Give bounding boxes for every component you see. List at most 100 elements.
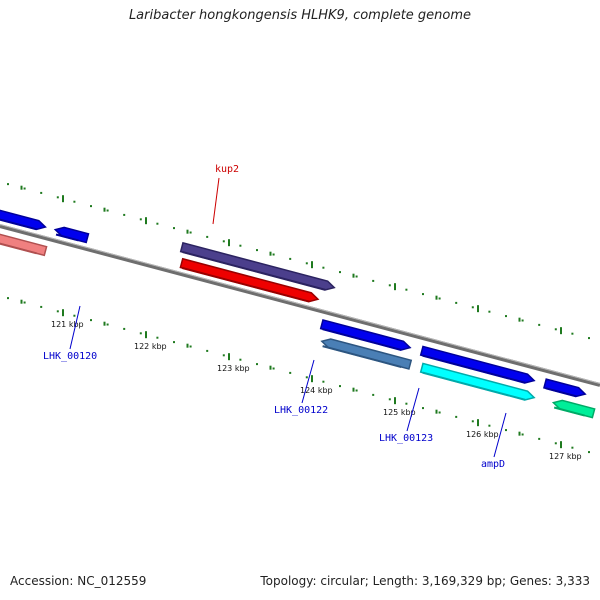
scale-dot [538, 323, 541, 326]
scale-dot [322, 266, 325, 269]
scale-dot [189, 345, 192, 348]
gene-callout-label: ampD [481, 459, 505, 470]
scale-dot [23, 187, 26, 190]
gene-arrow [320, 338, 413, 370]
scale-dot [471, 306, 474, 309]
gene-feature [551, 399, 596, 419]
scale-dot [554, 442, 557, 445]
scale-dot [521, 319, 524, 322]
gene-arrow [419, 362, 536, 401]
scale-dot [272, 367, 275, 370]
scale-dot [156, 336, 159, 339]
gene-arrow-shadow [422, 371, 526, 401]
scale-dot [355, 275, 358, 278]
gene-feature [179, 257, 320, 303]
scale-dot [505, 315, 507, 318]
gene-callout-label: LHK_00122 [274, 405, 328, 416]
scale-dot [139, 332, 142, 335]
scale-dot [438, 411, 441, 414]
gene-arrow [0, 206, 47, 231]
scale-dot [239, 358, 242, 361]
callout-leader-line [69, 305, 81, 350]
scale-dot [206, 349, 209, 352]
scale-dot [106, 209, 109, 212]
scale-dot [372, 279, 375, 282]
gene-arrow [551, 399, 596, 419]
gene-arrow-shadow [182, 251, 326, 291]
gene-arrow-shadow [322, 328, 402, 351]
topology-label: Topology: circular; Length: 3,169,329 bp… [260, 574, 590, 588]
scale-dot [488, 310, 491, 313]
gene-callout-label: LHK_00120 [43, 351, 97, 362]
gene-feature [419, 345, 536, 384]
scale-dot [505, 429, 507, 432]
scale-dot [488, 424, 491, 427]
gene-arrow-shadow [0, 240, 37, 255]
scale-dot [23, 301, 26, 304]
scale-dot [73, 314, 76, 317]
genome-backbone-highlight [0, 224, 600, 384]
gene-feature [320, 338, 413, 370]
callout-leader-line [301, 359, 315, 404]
genome-backbone [0, 224, 600, 387]
scale-dot [7, 297, 9, 300]
scale-dot [538, 437, 541, 440]
scale-dot [106, 323, 109, 326]
accession-label: Accession: NC_012559 [10, 574, 147, 588]
scale-dot [289, 257, 292, 260]
scale-dot [571, 446, 574, 449]
scale-tick-label: 124 kbp [300, 386, 333, 395]
scale-dot [156, 222, 159, 225]
scale-dot [388, 284, 391, 287]
scale-dot [405, 288, 408, 291]
scale-tick-label: 123 kbp [217, 364, 250, 373]
genome-title: Laribacter hongkongensis HLHK9, complete… [128, 8, 472, 23]
gene-arrow-shadow [0, 216, 37, 231]
scale-dot [455, 301, 458, 304]
gene-arrow [179, 241, 336, 291]
gene-arrow-shadow [545, 387, 577, 398]
scale-dot [305, 262, 308, 265]
scale-dot [372, 393, 375, 396]
scale-dot [339, 271, 341, 274]
gene-feature [0, 206, 47, 231]
scale-dot [56, 310, 59, 313]
callout-leader-line [212, 177, 220, 225]
gene-arrow [543, 378, 587, 398]
scale-dot [272, 253, 275, 256]
gene-feature [53, 226, 90, 244]
scale-dot [173, 227, 175, 230]
scale-dot [189, 231, 192, 234]
scale-dot [405, 402, 408, 405]
scale-dot [588, 337, 590, 340]
gene-arrow-shadow [553, 406, 585, 417]
gene-feature [543, 378, 587, 398]
scale-dot [239, 244, 242, 247]
scale-dot [422, 407, 424, 410]
scale-dot [40, 305, 43, 308]
scale-dot [355, 389, 358, 392]
gene-feature [419, 362, 536, 401]
gene-arrow [0, 233, 48, 257]
callout-leader-line [493, 412, 507, 458]
gene-arrow-shadow [55, 233, 79, 242]
scale-dot [422, 293, 424, 296]
gene-arrow-shadow [422, 354, 526, 384]
scale-dot [388, 398, 391, 401]
scale-dot [7, 183, 9, 186]
gene-feature [319, 319, 412, 351]
scale-dot [471, 420, 474, 423]
scale-dot [256, 363, 258, 366]
scale-dot [123, 213, 126, 216]
scale-dot [40, 191, 43, 194]
gene-callout-label: kup2 [215, 164, 239, 175]
scale-dot [90, 205, 92, 208]
scale-dot [305, 376, 308, 379]
scale-dot [438, 297, 441, 300]
gene-arrow-shadow [322, 345, 402, 368]
scale-dot [56, 196, 59, 199]
scale-dot [289, 371, 292, 374]
scale-dot [256, 249, 258, 252]
